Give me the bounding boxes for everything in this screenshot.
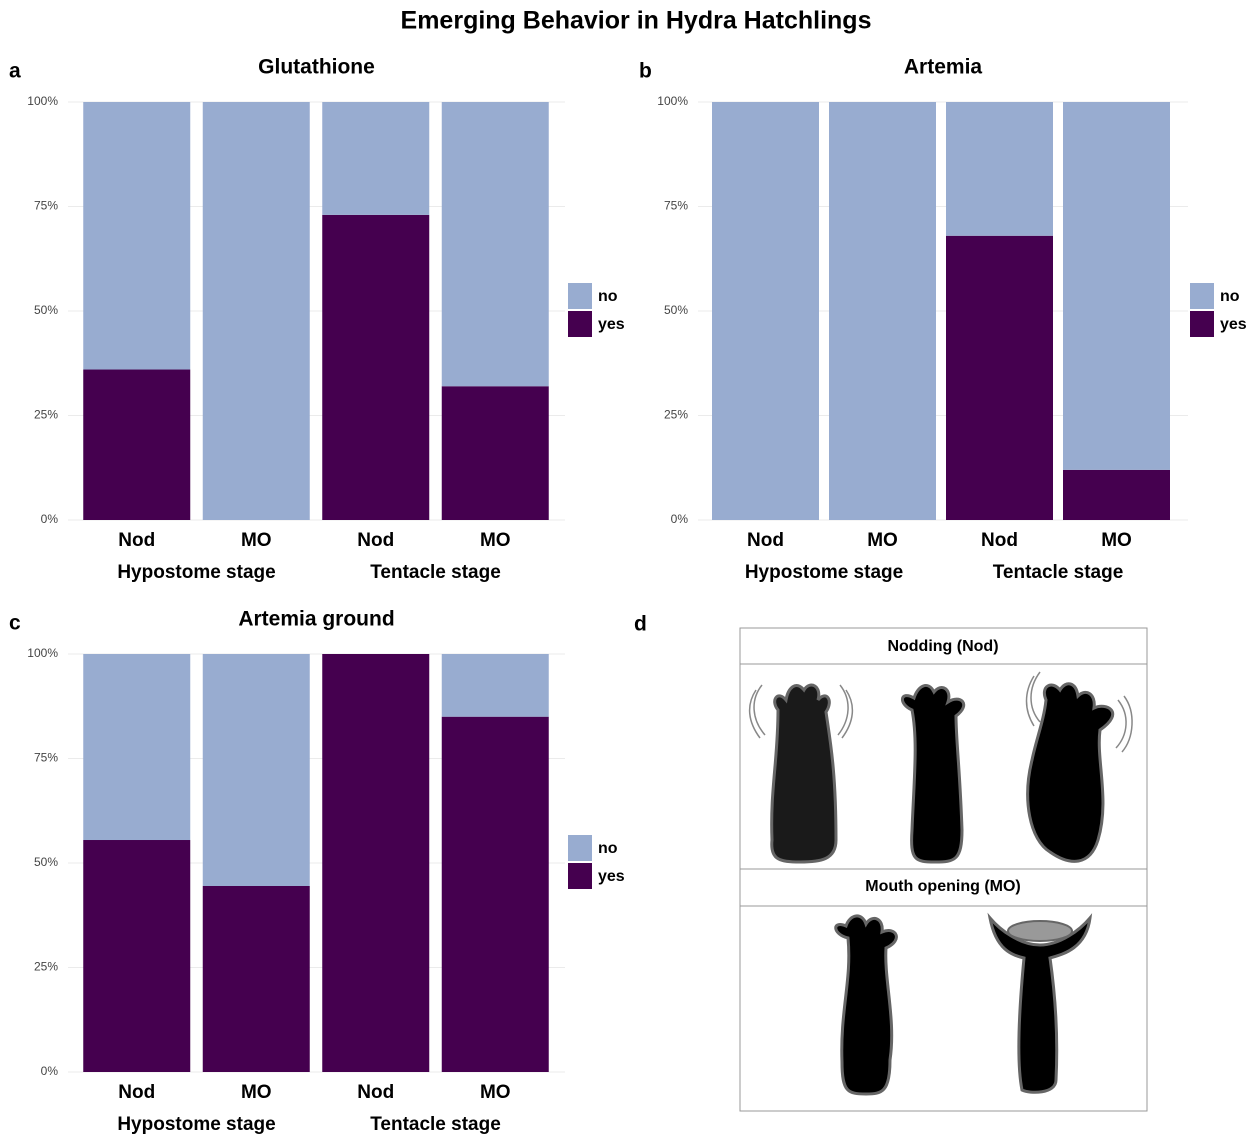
bar-segment bbox=[441, 102, 549, 387]
x-tick-label: MO bbox=[867, 530, 898, 551]
panel-letter: c bbox=[9, 612, 21, 635]
x-tick-label: Nod bbox=[357, 1082, 394, 1103]
group-label: Hypostome stage bbox=[117, 1114, 275, 1135]
legend-swatch bbox=[568, 283, 592, 309]
bar-segment bbox=[829, 102, 936, 520]
y-tick-label: 50% bbox=[34, 303, 58, 317]
x-tick-label: MO bbox=[1101, 530, 1132, 551]
hydra-icon bbox=[987, 912, 1093, 1094]
bar-segment bbox=[322, 102, 430, 215]
section-label: Nodding (Nod) bbox=[887, 638, 998, 655]
figure-title: Emerging Behavior in Hydra Hatchlings bbox=[401, 7, 872, 35]
panel-letter: a bbox=[9, 60, 21, 83]
group-label: Hypostome stage bbox=[117, 562, 275, 583]
y-tick-label: 50% bbox=[664, 303, 688, 317]
chart-panel: c Artemia ground 0% 25% 50% 75% 100% Nod MO Nod MO… bbox=[9, 608, 625, 1135]
bar-segment bbox=[322, 654, 430, 1072]
chart-title: Artemia ground bbox=[238, 608, 394, 631]
y-tick-label: 75% bbox=[664, 199, 688, 213]
bar-segment bbox=[83, 369, 191, 520]
y-tick-label: 100% bbox=[657, 94, 688, 108]
legend-label: yes bbox=[598, 868, 625, 885]
legend-swatch bbox=[1190, 283, 1214, 309]
chart-panel: b Artemia 0% 25% 50% 75% 100% Nod MO Nod MO Hyposto… bbox=[639, 56, 1247, 583]
bar-segment bbox=[946, 235, 1053, 520]
bar-segment bbox=[441, 386, 549, 520]
diagram-panel: d Nodding (Nod) Mouth opening (MO) bbox=[634, 613, 1148, 1112]
y-tick-label: 100% bbox=[27, 94, 58, 108]
section-label: Mouth opening (MO) bbox=[865, 878, 1021, 895]
group-label: Tentacle stage bbox=[370, 1114, 501, 1135]
bar-segment bbox=[441, 654, 549, 717]
y-tick-label: 0% bbox=[41, 512, 59, 526]
bar-segment bbox=[946, 102, 1053, 236]
legend-swatch bbox=[1190, 311, 1214, 337]
chart-title: Artemia bbox=[904, 56, 983, 79]
hydra-icon bbox=[748, 683, 854, 864]
legend-label: no bbox=[1220, 288, 1240, 305]
bar-segment bbox=[83, 102, 191, 370]
hydra-icon bbox=[901, 683, 966, 864]
y-tick-label: 75% bbox=[34, 199, 58, 213]
legend-label: no bbox=[598, 840, 618, 857]
chart-title: Glutathione bbox=[258, 56, 375, 79]
legend-swatch bbox=[568, 835, 592, 861]
y-tick-label: 100% bbox=[27, 646, 58, 660]
hydra-icon bbox=[1025, 671, 1133, 863]
legend-label: no bbox=[598, 288, 618, 305]
x-tick-label: Nod bbox=[747, 530, 784, 551]
group-label: Tentacle stage bbox=[993, 562, 1124, 583]
hydra-icon bbox=[834, 914, 898, 1096]
group-label: Hypostome stage bbox=[745, 562, 903, 583]
y-tick-label: 25% bbox=[34, 408, 58, 422]
y-tick-label: 25% bbox=[664, 408, 688, 422]
legend-swatch bbox=[568, 863, 592, 889]
bar-segment bbox=[202, 102, 310, 520]
y-tick-label: 0% bbox=[671, 512, 689, 526]
bar-segment bbox=[322, 214, 430, 521]
y-tick-label: 50% bbox=[34, 855, 58, 869]
panel-letter: d bbox=[634, 613, 647, 636]
x-tick-label: MO bbox=[480, 1082, 511, 1103]
bar-segment bbox=[83, 840, 191, 1072]
x-tick-label: Nod bbox=[118, 530, 155, 551]
x-tick-label: Nod bbox=[981, 530, 1018, 551]
mouth bbox=[1007, 920, 1073, 942]
bar-segment bbox=[1063, 469, 1170, 520]
y-tick-label: 25% bbox=[34, 960, 58, 974]
bar-segment bbox=[202, 654, 310, 886]
x-tick-label: MO bbox=[480, 530, 511, 551]
bar-segment bbox=[1063, 102, 1170, 470]
legend-label: yes bbox=[1220, 316, 1247, 333]
y-tick-label: 75% bbox=[34, 751, 58, 765]
bar-segment bbox=[202, 885, 310, 1072]
chart-panel: a Glutathione 0% 25% 50% 75% 100% Nod MO Nod MO Hyp… bbox=[9, 56, 625, 583]
x-tick-label: Nod bbox=[118, 1082, 155, 1103]
x-tick-label: Nod bbox=[357, 530, 394, 551]
legend-label: yes bbox=[598, 316, 625, 333]
legend-swatch bbox=[568, 311, 592, 337]
bar-segment bbox=[712, 102, 819, 520]
x-tick-label: MO bbox=[241, 1082, 272, 1103]
x-tick-label: MO bbox=[241, 530, 272, 551]
group-label: Tentacle stage bbox=[370, 562, 501, 583]
y-tick-label: 0% bbox=[41, 1064, 59, 1078]
bar-segment bbox=[441, 716, 549, 1072]
panel-letter: b bbox=[639, 60, 652, 83]
bar-segment bbox=[83, 654, 191, 841]
